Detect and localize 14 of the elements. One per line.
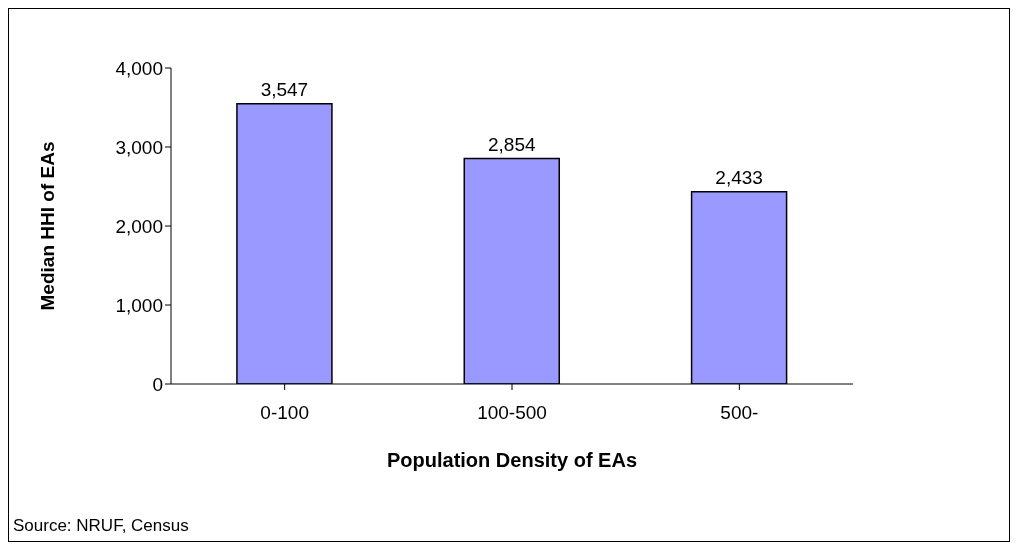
x-axis-title: Population Density of EAs bbox=[386, 449, 638, 472]
y-axis-title: Median HHI of EAs bbox=[36, 141, 58, 311]
y-tick-label: 0 bbox=[152, 373, 163, 395]
data-label: 2,854 bbox=[487, 133, 536, 155]
y-tick-label: 4,000 bbox=[115, 57, 163, 79]
y-tick-label: 3,000 bbox=[115, 136, 163, 158]
y-tick-label: 2,000 bbox=[115, 215, 163, 237]
y-tick-label: 1,000 bbox=[115, 294, 163, 316]
x-tick-label: 100-500 bbox=[477, 402, 547, 424]
data-label: 2,433 bbox=[715, 166, 763, 188]
source-note: Source: NRUF, Census bbox=[13, 516, 189, 536]
x-tick-label: 500- bbox=[720, 402, 759, 424]
data-label: 3,547 bbox=[260, 78, 309, 100]
x-tick-label: 0-100 bbox=[260, 402, 309, 424]
